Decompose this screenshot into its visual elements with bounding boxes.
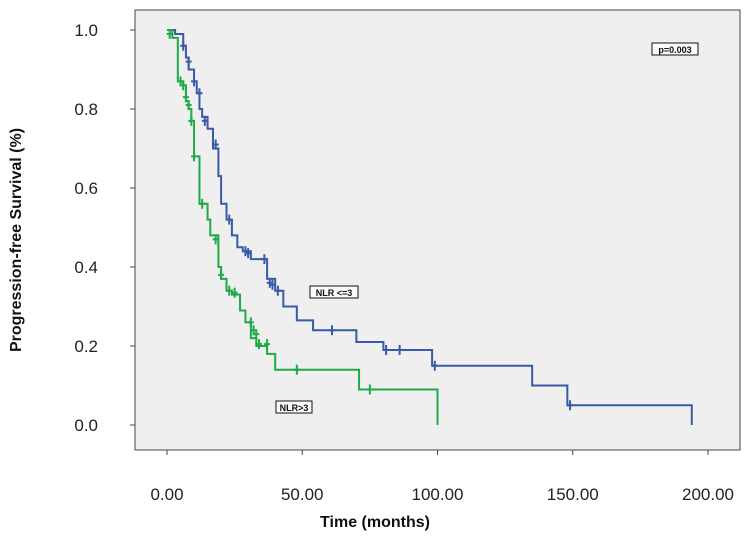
p-value-annotation: p=0.003 (658, 45, 691, 55)
y-tick-label: 0.4 (74, 258, 98, 277)
x-tick-label: 0.00 (150, 485, 183, 504)
y-tick-label: 0.8 (74, 100, 98, 119)
y-tick-label: 0.0 (74, 416, 98, 435)
y-axis-ticks: 0.0 0.2 0.4 0.6 0.8 1.0 (74, 21, 135, 435)
x-tick-label: 200.00 (682, 485, 734, 504)
plot-area (134, 9, 741, 451)
x-tick-label: 50.00 (281, 485, 324, 504)
curve-labels: p=0.003 NLR <=3 NLR>3 (275, 42, 699, 414)
x-axis-ticks: 0.00 50.00 100.00 150.00 200.00 (150, 450, 734, 504)
y-tick-label: 0.6 (74, 179, 98, 198)
x-tick-label: 100.00 (412, 485, 464, 504)
label-nlr-gt-3: NLR>3 (280, 403, 309, 413)
x-tick-label: 150.00 (547, 485, 599, 504)
label-nlr-gt-3-box (275, 400, 313, 414)
label-nlr-le-3-box (309, 285, 359, 299)
y-axis-title: Progression-free Survival (%) (8, 128, 25, 352)
series-line-nlr-gt-3 (167, 29, 439, 425)
y-tick-label: 0.2 (74, 337, 98, 356)
x-axis-title: Time (months) (320, 514, 430, 531)
y-tick-label: 1.0 (74, 21, 98, 40)
p-value-annotation-box (651, 42, 699, 56)
label-nlr-le-3: NLR <=3 (316, 288, 353, 298)
survival-curves (166, 28, 693, 425)
